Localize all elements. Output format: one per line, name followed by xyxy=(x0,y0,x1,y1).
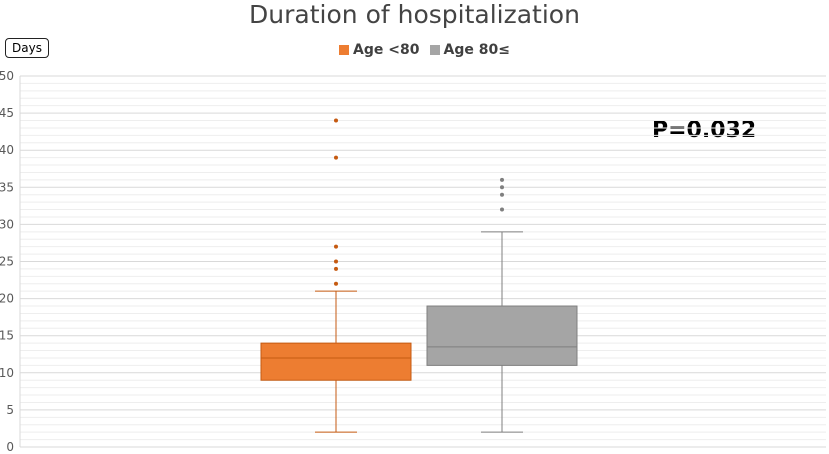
outlier-point xyxy=(334,259,338,264)
outlier-point xyxy=(500,207,504,212)
legend-item-under-80: Age <80 xyxy=(339,42,420,58)
y-tick-label: 15 xyxy=(0,329,14,343)
chart-title: Duration of hospitalization xyxy=(249,0,580,29)
box-iqr xyxy=(260,342,412,381)
y-axis-unit-label: Days xyxy=(5,38,49,58)
legend: Age <80 Age 80≤ xyxy=(0,42,829,58)
y-tick-label: 25 xyxy=(0,255,14,269)
y-tick-label: 40 xyxy=(0,143,14,157)
outlier-point xyxy=(500,177,504,182)
box-iqr xyxy=(426,305,578,366)
y-tick-label: 45 xyxy=(0,106,14,120)
outlier-point xyxy=(500,192,504,197)
y-tick-label: 20 xyxy=(0,292,14,306)
legend-label-80-plus: Age 80≤ xyxy=(443,42,510,58)
outlier-point xyxy=(334,244,338,249)
outlier-point xyxy=(334,266,338,271)
outlier-point xyxy=(334,155,338,160)
y-tick-label: 35 xyxy=(0,180,14,194)
legend-swatch-80-plus xyxy=(429,45,440,55)
legend-item-80-plus: Age 80≤ xyxy=(429,42,510,58)
y-tick-label: 30 xyxy=(0,217,14,231)
y-tick-label: 0 xyxy=(6,440,14,454)
outlier-point xyxy=(334,281,338,286)
outlier-point xyxy=(334,118,338,123)
y-tick-label: 50 xyxy=(0,69,14,83)
legend-label-under-80: Age <80 xyxy=(353,42,420,58)
y-tick-label: 5 xyxy=(6,403,14,417)
p-value-annotation: P=0.032 xyxy=(652,118,757,143)
outlier-point xyxy=(500,185,504,190)
legend-swatch-under-80 xyxy=(339,45,350,55)
y-tick-label: 10 xyxy=(0,366,14,380)
